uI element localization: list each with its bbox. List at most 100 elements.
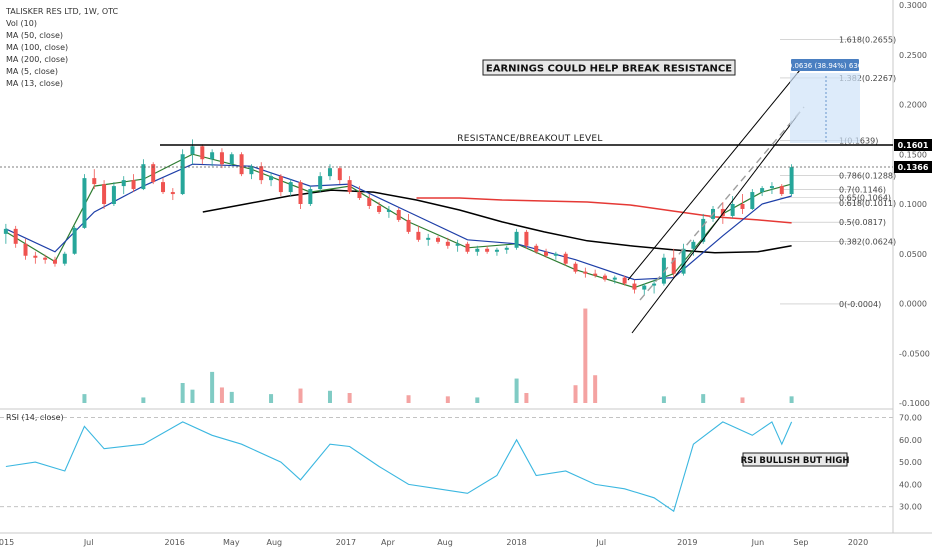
time-tick-label: 2020: [848, 538, 868, 547]
candle-body: [249, 166, 254, 175]
candle-body: [121, 180, 126, 187]
candle-body: [229, 154, 234, 165]
rsi-tick-label: 50.00: [899, 458, 922, 467]
candle-body: [200, 146, 205, 160]
time-tick-label: 2016: [165, 538, 185, 547]
rsi-note-text: RSI BULLISH BUT HIGH: [741, 456, 850, 466]
volume-bars: [82, 308, 794, 403]
candle-body: [259, 166, 264, 181]
volume-bar: [229, 391, 234, 403]
volume-bar: [701, 394, 706, 403]
channel-lower: [631, 111, 801, 334]
candle-body: [769, 186, 774, 189]
rsi-panel: [5, 421, 793, 513]
fib-label: 0.618(0.1011): [839, 199, 896, 208]
volume-bar: [524, 393, 529, 403]
price-tick-label: 0.0500: [899, 250, 927, 259]
candle-body: [111, 186, 116, 204]
time-tick-label: 2017: [336, 538, 356, 547]
volume-bar: [583, 308, 588, 403]
volume-bar: [661, 396, 666, 403]
candle-body: [602, 275, 607, 280]
candle-body: [681, 248, 686, 274]
candle-body: [789, 167, 794, 195]
price-tick-label: 0.1500: [899, 150, 927, 159]
resistance-label: RESISTANCE/BREAKOUT LEVEL: [457, 134, 602, 144]
price-tag-resistance: 0.1601: [894, 139, 932, 151]
candle-body: [573, 263, 578, 272]
price-tick-label: -0.0500: [899, 349, 930, 358]
fib-label: 0(-0.0004): [839, 300, 881, 309]
time-tick-label: May: [223, 538, 240, 547]
candle-body: [406, 219, 411, 232]
candle-body: [82, 178, 87, 228]
candle-body: [485, 248, 490, 252]
channel-upper: [627, 69, 801, 281]
candle-body: [652, 283, 657, 286]
candle-body: [553, 253, 558, 256]
trend-channel: [627, 69, 805, 334]
fib-label: 0.5(0.0817): [839, 218, 886, 227]
series-line: [202, 189, 792, 254]
candle-body: [396, 209, 401, 220]
volume-bar: [593, 375, 598, 403]
fib-label: 0.786(0.1288): [839, 171, 896, 180]
price-tick-label: 0.1000: [899, 200, 927, 209]
last-tag-text: 0.1366: [898, 163, 929, 172]
candle-body: [465, 243, 470, 252]
candle-body: [92, 178, 97, 185]
candle-body: [239, 154, 244, 175]
time-tick-label: Jun: [751, 538, 765, 547]
candle-body: [455, 243, 460, 246]
candle-body: [701, 218, 706, 242]
price-tick-label: 0.2000: [899, 101, 927, 110]
candle-body: [563, 253, 568, 264]
headline-text: EARNINGS COULD HELP BREAK RESISTANCE: [486, 64, 732, 75]
headline-box: [482, 59, 736, 76]
rsi-legend: RSI (14, close): [6, 413, 64, 422]
candle-body: [278, 176, 283, 193]
time-tick-label: Aug: [437, 538, 453, 547]
last-tag-bg: [894, 161, 932, 173]
volume-bar: [210, 371, 215, 403]
candle-body: [494, 249, 499, 252]
legend-ma200: MA (200, close): [6, 55, 68, 64]
volume-bar: [740, 397, 745, 403]
candle-body: [43, 257, 48, 260]
series-line: [416, 197, 792, 224]
candle-body: [632, 283, 637, 290]
volume-bar: [219, 387, 224, 403]
candle-body: [141, 164, 146, 190]
candle-body: [298, 182, 303, 204]
price-tick-label: 0.3000: [899, 1, 927, 10]
candle-body: [62, 253, 67, 264]
candle-body: [357, 192, 362, 199]
candle-body: [622, 277, 627, 284]
volume-bar: [406, 395, 411, 403]
candle-body: [583, 271, 588, 274]
time-tick-label: Apr: [381, 538, 396, 547]
price-tick-label: 0.2500: [899, 51, 927, 60]
rsi-tick-label: 70.00: [899, 413, 922, 422]
candle-body: [170, 192, 175, 195]
rsi-annotation: RSI BULLISH BUT HIGH: [741, 452, 850, 467]
legend-ma13: MA (13, close): [6, 79, 63, 88]
measure-label: 0.0636 (38.94%) 636: [788, 62, 863, 70]
headline-annotation: EARNINGS COULD HELP BREAK RESISTANCE: [482, 59, 736, 76]
volume-bar: [347, 393, 352, 403]
price-tick-label: 0.0000: [899, 300, 927, 309]
time-tick-label: 2018: [506, 538, 526, 547]
rsi-tick-label: 30.00: [899, 503, 922, 512]
candle-body: [661, 257, 666, 284]
candle-body: [445, 241, 450, 246]
candle-body: [337, 168, 342, 181]
candle-body: [426, 237, 431, 240]
candle-body: [534, 245, 539, 252]
volume-bar: [141, 397, 146, 403]
legend-vol: Vol (10): [6, 19, 37, 28]
time-tick-label: 2015: [0, 538, 14, 547]
candle-body: [642, 285, 647, 290]
candle-body: [436, 237, 441, 242]
